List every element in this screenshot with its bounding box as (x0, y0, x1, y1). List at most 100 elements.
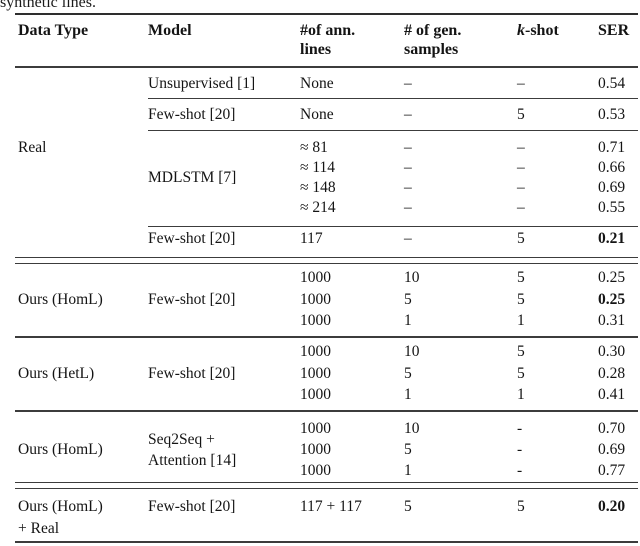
cell-kshot: 5 (517, 343, 525, 360)
cell-gen-samples: 5 (404, 498, 412, 515)
cell-ser: 0.55 (598, 199, 626, 216)
cell-ser: 0.41 (598, 386, 626, 403)
cell-kshot: - (517, 441, 523, 458)
col-header-ann-lines-2: lines (300, 41, 332, 58)
table-row: ≈ 114 – – 0.66 (0, 158, 640, 178)
cell-kshot: 1 (517, 312, 525, 329)
table-rule (15, 336, 638, 338)
table-rule (15, 541, 638, 543)
cell-ann-lines: ≈ 81 (300, 139, 328, 156)
table-row: 1000 5 5 0.28 (0, 364, 640, 384)
table-rule (15, 13, 638, 15)
cell-ser: 0.20 (598, 498, 626, 515)
cell-kshot: 5 (517, 498, 525, 515)
table-row: 1000 5 - 0.69 (0, 440, 640, 460)
table-header-row: Data Type Model #of ann. # of gen. k-sho… (0, 0, 640, 58)
group-label-data-type-line1: Ours (HomL) (18, 498, 103, 515)
cell-gen-samples: – (404, 106, 412, 123)
table-rule (148, 226, 638, 228)
cell-ann-lines: ≈ 148 (300, 179, 336, 196)
cell-ser: 0.25 (598, 269, 626, 286)
cell-ann-lines: 1000 (300, 343, 331, 360)
cell-kshot: – (517, 199, 525, 216)
cell-ser: 0.53 (598, 106, 626, 123)
cell-ann-lines: 1000 (300, 441, 331, 458)
cell-gen-samples: – (404, 159, 412, 176)
cell-ser: 0.28 (598, 365, 626, 382)
table-row: Few-shot [20] 117 – 5 0.21 (0, 229, 640, 249)
cell-gen-samples: – (404, 199, 412, 216)
cell-kshot: 5 (517, 365, 525, 382)
cell-ann-lines: None (300, 106, 334, 123)
cell-ser: 0.77 (598, 462, 626, 479)
col-header-kshot: k-shot (517, 21, 559, 41)
table-row: 1000 5 5 0.25 (0, 290, 640, 310)
table-row: 1000 10 5 0.25 (0, 268, 640, 288)
group-label-row: Real (0, 138, 640, 158)
table-row: 1000 1 1 0.41 (0, 385, 640, 405)
cell-ann-lines: 1000 (300, 386, 331, 403)
cell-ann-lines: 1000 (300, 291, 331, 308)
table-rule (148, 130, 638, 132)
cell-kshot: – (517, 139, 525, 156)
cell-ser: 0.69 (598, 441, 626, 458)
cell-gen-samples: – (404, 75, 412, 92)
table-row: Unsupervised [1] None – – 0.54 (0, 74, 640, 94)
cell-kshot: – (517, 179, 525, 196)
cell-ser: 0.25 (598, 291, 626, 308)
cell-kshot: 5 (517, 230, 525, 247)
cell-gen-samples: 5 (404, 441, 412, 458)
caption-fragment: synthetic lines. (0, 0, 96, 11)
table-rule (148, 98, 638, 100)
col-header-ann-lines: #of ann. (300, 22, 356, 39)
cell-ann-lines: 1000 (300, 462, 331, 479)
group-label-data-type-line2: + Real (18, 520, 60, 537)
cell-ser: 0.70 (598, 420, 626, 437)
cell-gen-samples: – (404, 179, 412, 196)
cell-gen-samples: – (404, 139, 412, 156)
group-label-row: Attention [14] (0, 451, 640, 471)
cell-ser: 0.66 (598, 159, 626, 176)
group-label-model-line1: Seq2Seq + (148, 431, 215, 448)
cell-ann-lines: ≈ 114 (300, 159, 336, 176)
cell-ser: 0.31 (598, 312, 626, 329)
cell-ser: 0.21 (598, 230, 626, 247)
col-header-model: Model (148, 22, 192, 39)
cell-gen-samples: 5 (404, 365, 412, 382)
table-rule (15, 257, 638, 259)
group-label-data-type: Real (18, 139, 47, 156)
kshot-k-italic: k (517, 22, 525, 39)
cell-gen-samples: 10 (404, 420, 420, 437)
cell-ann-lines: 1000 (300, 269, 331, 286)
group-label-data-type: Ours (HomL) (18, 291, 103, 308)
cell-kshot: 5 (517, 106, 525, 123)
cell-kshot: – (517, 159, 525, 176)
table-row: 1000 1 - 0.77 (0, 461, 640, 481)
group-label-data-type: Ours (HomL) (18, 441, 103, 458)
cell-ann-lines: None (300, 75, 334, 92)
group-label-row: MDLSTM [7] (0, 168, 640, 188)
cell-kshot: 5 (517, 291, 525, 308)
group-label-data-type: Ours (HetL) (18, 365, 95, 382)
table-row: ≈ 214 – – 0.55 (0, 198, 640, 218)
table-row: 1000 1 1 0.31 (0, 311, 640, 331)
cell-kshot: - (517, 462, 523, 479)
table-rule (15, 263, 638, 265)
cell-model: Unsupervised [1] (148, 75, 256, 92)
table-row: 1000 10 5 0.30 (0, 342, 640, 362)
cell-gen-samples: 1 (404, 312, 412, 329)
cell-ser: 0.71 (598, 139, 626, 156)
cell-ser: 0.30 (598, 343, 626, 360)
group-label-model: MDLSTM [7] (148, 169, 237, 186)
table-row: 1000 10 - 0.70 (0, 419, 640, 439)
group-label-row: Ours (HetL) Few-shot [20] (0, 364, 640, 384)
cell-ann-lines: 1000 (300, 420, 331, 437)
col-header-data-type: Data Type (18, 22, 89, 39)
cell-kshot: 1 (517, 386, 525, 403)
cell-ann-lines: 117 (300, 230, 323, 247)
table-row: Few-shot [20] 117 + 117 5 5 0.20 (0, 497, 640, 517)
table-rule (15, 488, 638, 490)
cell-gen-samples: 5 (404, 291, 412, 308)
cell-ser: 0.69 (598, 179, 626, 196)
group-label-model: Few-shot [20] (148, 291, 236, 308)
